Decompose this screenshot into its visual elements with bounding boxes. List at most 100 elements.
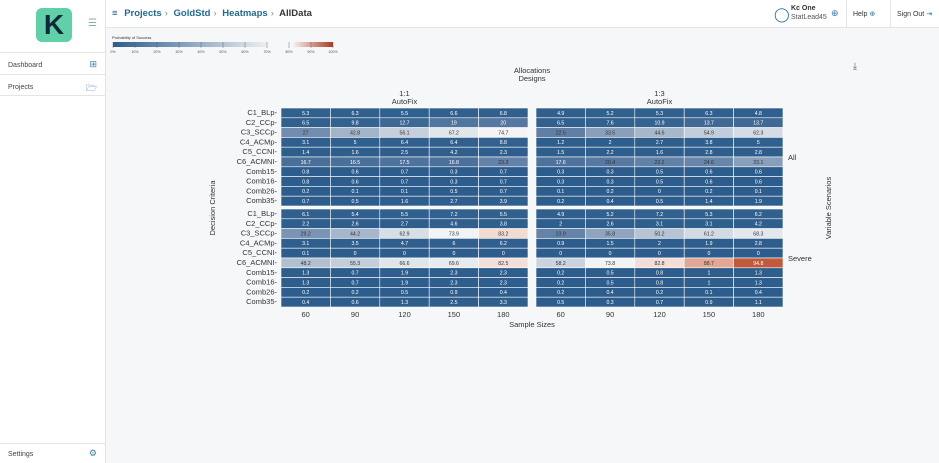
row-group-label: Severe [788, 254, 812, 263]
sidebar: K ☰ Dashboard ⊞ Projects 🗁 Settings ⚙ [0, 0, 106, 463]
cell-value: 5.2 [606, 212, 613, 218]
heatmap-cell [280, 296, 331, 308]
heatmap-cell [428, 195, 479, 207]
heatmap-cell [478, 296, 529, 308]
cell-value: 0.2 [557, 280, 564, 286]
cell-value: 0.2 [656, 290, 663, 296]
cell-value: 6.5 [557, 121, 564, 127]
cell-value: 0.3 [450, 170, 457, 176]
cell-value: 1.9 [401, 271, 408, 277]
cell-value: 48.2 [301, 261, 311, 267]
heatmap-cell [280, 127, 331, 138]
cell-value: 0.7 [351, 271, 358, 277]
heatmap-cell [535, 156, 586, 168]
y-tick-label: Comb35- [246, 196, 277, 205]
cell-value: 23.9 [556, 231, 566, 237]
cell-value: 22.5 [556, 130, 566, 136]
heatmap-cell [330, 238, 381, 249]
x-tick-label: 180 [497, 310, 510, 319]
x-tick-label: 120 [398, 310, 411, 319]
sign-out-button[interactable]: Sign Out ⇥ [890, 0, 939, 28]
sidebar-item-label: Dashboard [8, 62, 43, 69]
heatmap-cell [733, 195, 784, 207]
heatmap-cell [330, 166, 381, 177]
right-axis-title: Variable Scenarios [824, 177, 833, 240]
cell-value: 5.4 [351, 212, 358, 218]
heatmap-cell [478, 127, 529, 138]
heatmap-cell [683, 296, 734, 308]
heatmap-cell [634, 287, 685, 298]
heatmap-cell [379, 296, 430, 308]
column-label: 1:1 [399, 89, 409, 98]
cell-value: 6.6 [450, 111, 457, 117]
cell-value: 42.8 [350, 130, 360, 136]
cell-value: 20 [500, 121, 506, 127]
heatmap-cell [535, 107, 586, 119]
cell-value: 0.6 [755, 170, 762, 176]
cell-value: 4.9 [557, 212, 564, 218]
y-tick-label: Comb26- [246, 287, 277, 296]
cell-value: 5.3 [656, 111, 663, 117]
heatmap-cell [634, 247, 685, 259]
heatmap-cell [733, 257, 784, 269]
cell-value: 1.4 [705, 199, 712, 205]
breadcrumb-projects[interactable]: Projects [124, 8, 162, 19]
cell-value: 5.5 [500, 212, 507, 218]
help-button[interactable]: Help ⊕ [846, 0, 890, 28]
breadcrumb-goldstd[interactable]: GoldStd [173, 8, 211, 19]
cell-value: 1.3 [755, 280, 762, 286]
sidebar-item-settings[interactable]: Settings ⚙ [0, 443, 106, 463]
breadcrumb-heatmaps[interactable]: Heatmaps [222, 8, 268, 19]
heatmap-cell [280, 277, 331, 288]
cell-value: 0.2 [557, 290, 564, 296]
heatmap-cell [280, 228, 331, 239]
cell-value: 2 [559, 222, 562, 228]
x-tick-label: 90 [606, 310, 614, 319]
sidebar-item-projects[interactable]: Projects 🗁 [0, 74, 106, 96]
cell-value: 0.1 [705, 290, 712, 296]
heatmap-cell [634, 195, 685, 207]
cell-value: 3.1 [705, 222, 712, 228]
y-tick-label: Comb15- [246, 268, 277, 277]
cell-value: 17.6 [556, 160, 566, 166]
hamburger-menu-icon[interactable]: ☰ [88, 18, 97, 29]
heatmap-cell [379, 287, 430, 298]
cell-value: 0.9 [705, 300, 712, 306]
cell-value: 5.5 [401, 212, 408, 218]
legend-tick-label: 20% [153, 50, 161, 54]
cell-value: 8.8 [500, 140, 507, 146]
logo[interactable]: K [36, 8, 72, 42]
cell-value: 16.7 [301, 160, 311, 166]
heatmap-cell [478, 166, 529, 177]
heatmap-cell [634, 117, 685, 128]
cell-value: 0.7 [401, 179, 408, 185]
cell-value: 5.3 [705, 212, 712, 218]
chevron-down-icon[interactable]: ⊕ [831, 8, 839, 18]
breadcrumb-menu-icon[interactable]: ≡ [112, 8, 118, 19]
heatmap-cell [733, 277, 784, 288]
cell-value: 2.6 [606, 222, 613, 228]
heatmap-cell [379, 195, 430, 207]
heatmap-cell [535, 287, 586, 298]
heatmap-cell [585, 247, 636, 259]
cell-value: 2.8 [755, 150, 762, 156]
heatmap-cell [428, 228, 479, 239]
heatmap-cell [428, 186, 479, 197]
cell-value: 0.2 [351, 290, 358, 296]
heatmap-cell [428, 107, 479, 119]
heatmap-cell [280, 186, 331, 197]
heatmap-cell [683, 156, 734, 168]
legend-bar-blue [113, 42, 267, 47]
heatmap-cell [535, 296, 586, 308]
chart-title: Allocations [514, 66, 551, 75]
download-icon[interactable]: ⤓ [853, 61, 857, 71]
cell-value: 0.2 [302, 290, 309, 296]
heatmap-cell [330, 228, 381, 239]
sidebar-item-dashboard[interactable]: Dashboard ⊞ [0, 52, 106, 74]
cell-value: 73.8 [605, 261, 615, 267]
cell-value: 0.4 [302, 300, 309, 306]
heatmap-cell [733, 296, 784, 308]
cell-value: 1.4 [302, 150, 309, 156]
cell-value: 4.8 [755, 111, 762, 117]
cell-value: 2 [658, 241, 661, 247]
